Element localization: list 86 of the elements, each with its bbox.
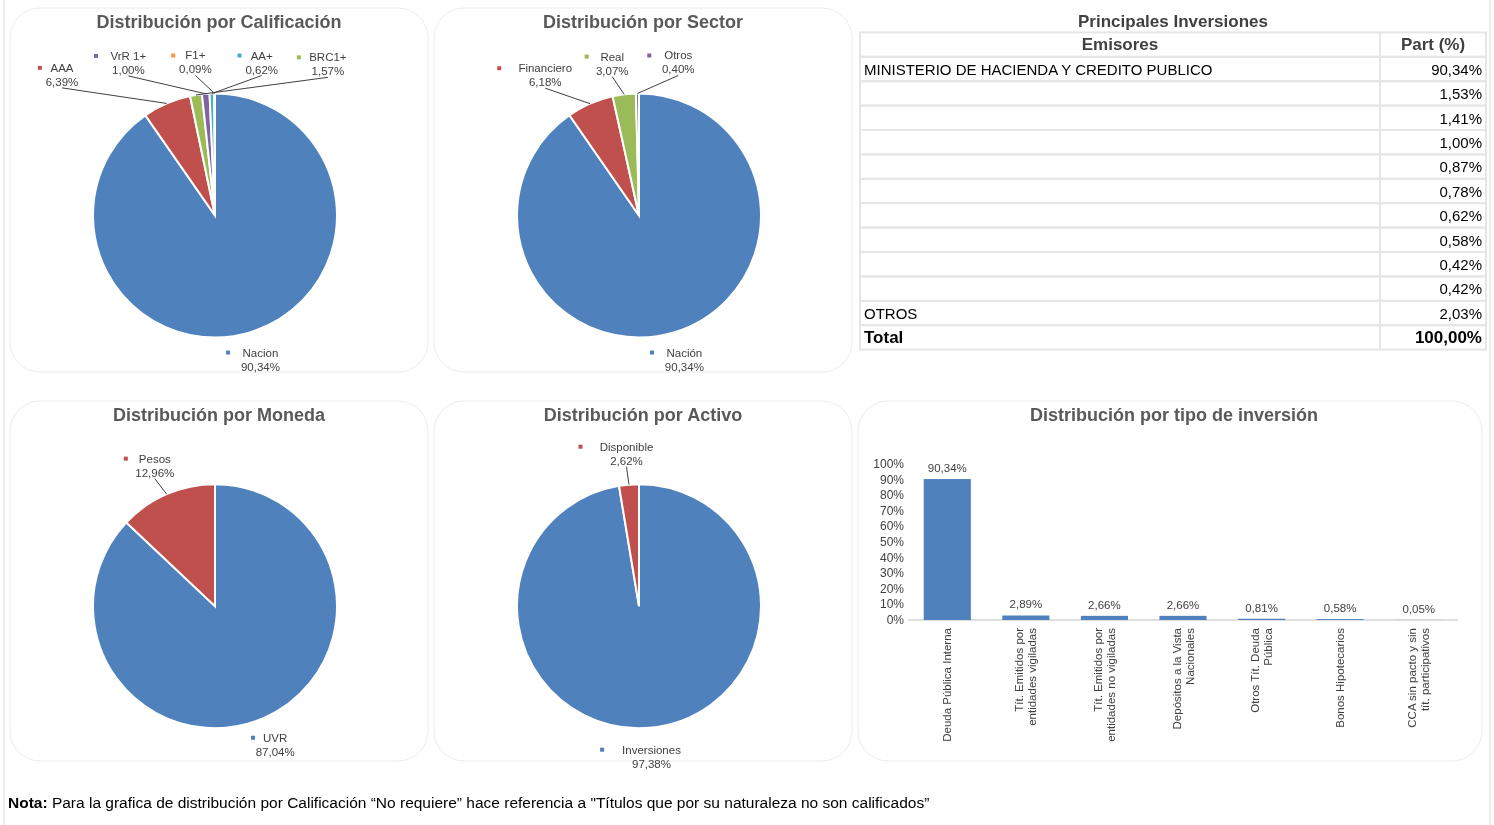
legend-label: BRC1+	[309, 51, 347, 64]
legend-label: AAA	[50, 61, 74, 74]
data-label: 2,89%	[1009, 598, 1043, 611]
legend-label: Otros	[664, 49, 693, 62]
data-label: 1,57%	[311, 65, 345, 78]
text: Part (%)	[1400, 35, 1466, 55]
legend-label: Disponible	[599, 440, 654, 453]
pie-slice	[516, 483, 762, 730]
y-tick-label: 40%	[879, 550, 905, 565]
data-label: 1,00%	[112, 63, 145, 76]
y-tick-label: 20%	[879, 581, 905, 596]
data-label: 87,04%	[255, 745, 295, 758]
data-label: 12,96%	[135, 466, 175, 479]
legend-label: Financiero	[518, 62, 573, 75]
data-label: 0,40%	[661, 63, 695, 76]
text: Principales Inversiones	[1078, 12, 1268, 31]
pie-slice	[144, 95, 216, 217]
text: 100,00%	[1414, 328, 1482, 348]
legend-label: VrR 1+	[110, 49, 147, 62]
bar	[1159, 615, 1207, 620]
chart-title: Distribución por Sector	[542, 12, 744, 32]
data-label: 6,18%	[528, 76, 562, 89]
text: 0,62%	[1439, 207, 1482, 225]
x-tick-label: CCA sin pacto y sin tít. participativos	[1406, 627, 1432, 728]
y-tick-label: 80%	[879, 488, 905, 503]
legend-label: UVR	[263, 731, 288, 744]
data-label: 90,34%	[240, 360, 280, 373]
data-label: 0,81%	[1245, 601, 1278, 614]
category-label: OTROS	[864, 304, 918, 322]
x-tick-label: Deuda Pública Interna	[941, 627, 954, 742]
text: 0,42%	[1439, 256, 1482, 273]
text: 90,34%	[1431, 60, 1482, 78]
x-tick-label: Tít. Emitidos por entidades vigiladas	[1013, 627, 1039, 726]
bar	[1080, 615, 1128, 620]
data-label: 6,39%	[45, 75, 79, 88]
category-label: MINISTERIO DE HACIENDA Y CREDITO PUBLICO	[864, 60, 1213, 78]
legend-label: Pesos	[138, 452, 172, 465]
chart-title: Distribución por Activo	[543, 405, 743, 425]
text: 1,53%	[1439, 85, 1482, 103]
y-tick-label: 50%	[879, 535, 905, 549]
x-tick-label: Depósitos a la Vista Nacionales	[1170, 627, 1196, 730]
x-tick-label: Otros Tít. Deuda Pública	[1249, 627, 1275, 713]
pie-slice	[568, 95, 640, 217]
bar	[1002, 615, 1050, 620]
text: 0,87%	[1439, 158, 1482, 176]
category-label: Total	[864, 328, 904, 348]
text: 0,42%	[1439, 280, 1482, 298]
data-label: 2,66%	[1166, 598, 1200, 611]
legend-label: Nación	[666, 346, 703, 359]
data-label: 3,07%	[595, 64, 629, 77]
x-tick-label: Bonos Hipotecarios	[1334, 627, 1347, 728]
chart-title: Distribución por Calificación	[96, 12, 342, 32]
legend-label: F1+	[185, 49, 206, 62]
bar	[923, 479, 971, 620]
data-label: 2,62%	[610, 454, 643, 467]
pie-slice	[92, 92, 338, 339]
text: 0,78%	[1439, 182, 1482, 200]
y-tick-label: 0%	[886, 613, 905, 627]
text: Nota: Para la grafica de distribución por Calificación “No requiere” hace referencia a "Títulos que por su naturaleza no son calificados”	[8, 794, 930, 811]
chart-title: Distribución por Moneda	[112, 405, 326, 425]
data-label: 0,58%	[1323, 602, 1357, 615]
data-label: 2,66%	[1088, 598, 1121, 611]
pie-slice	[516, 92, 762, 339]
y-tick-label: 10%	[879, 597, 905, 612]
y-tick-label: 90%	[879, 472, 905, 487]
text: 1,00%	[1439, 134, 1482, 151]
chart-title: Distribución por tipo de inversión	[1029, 405, 1319, 425]
text: 0,58%	[1439, 231, 1482, 249]
legend-label: Inversiones	[622, 743, 682, 756]
text: Emisores	[1081, 35, 1159, 55]
y-tick-label: 70%	[879, 503, 905, 518]
data-label: 97,38%	[631, 757, 671, 770]
legend-label: Nacion	[242, 346, 279, 359]
data-label: 0,09%	[179, 63, 212, 76]
data-label: 0,05%	[1402, 602, 1436, 615]
text: 2,03%	[1439, 304, 1482, 322]
pie-slice	[92, 483, 338, 730]
data-label: 0,62%	[245, 63, 278, 76]
legend-label: Real	[600, 50, 625, 63]
y-tick-label: 100%	[873, 457, 905, 471]
data-label: 90,34%	[664, 360, 704, 373]
text: 1,41%	[1439, 109, 1482, 127]
data-label: 90,34%	[927, 462, 967, 475]
y-tick-label: 60%	[879, 519, 905, 534]
y-tick-label: 30%	[879, 566, 905, 581]
legend-label: AA+	[250, 49, 274, 62]
